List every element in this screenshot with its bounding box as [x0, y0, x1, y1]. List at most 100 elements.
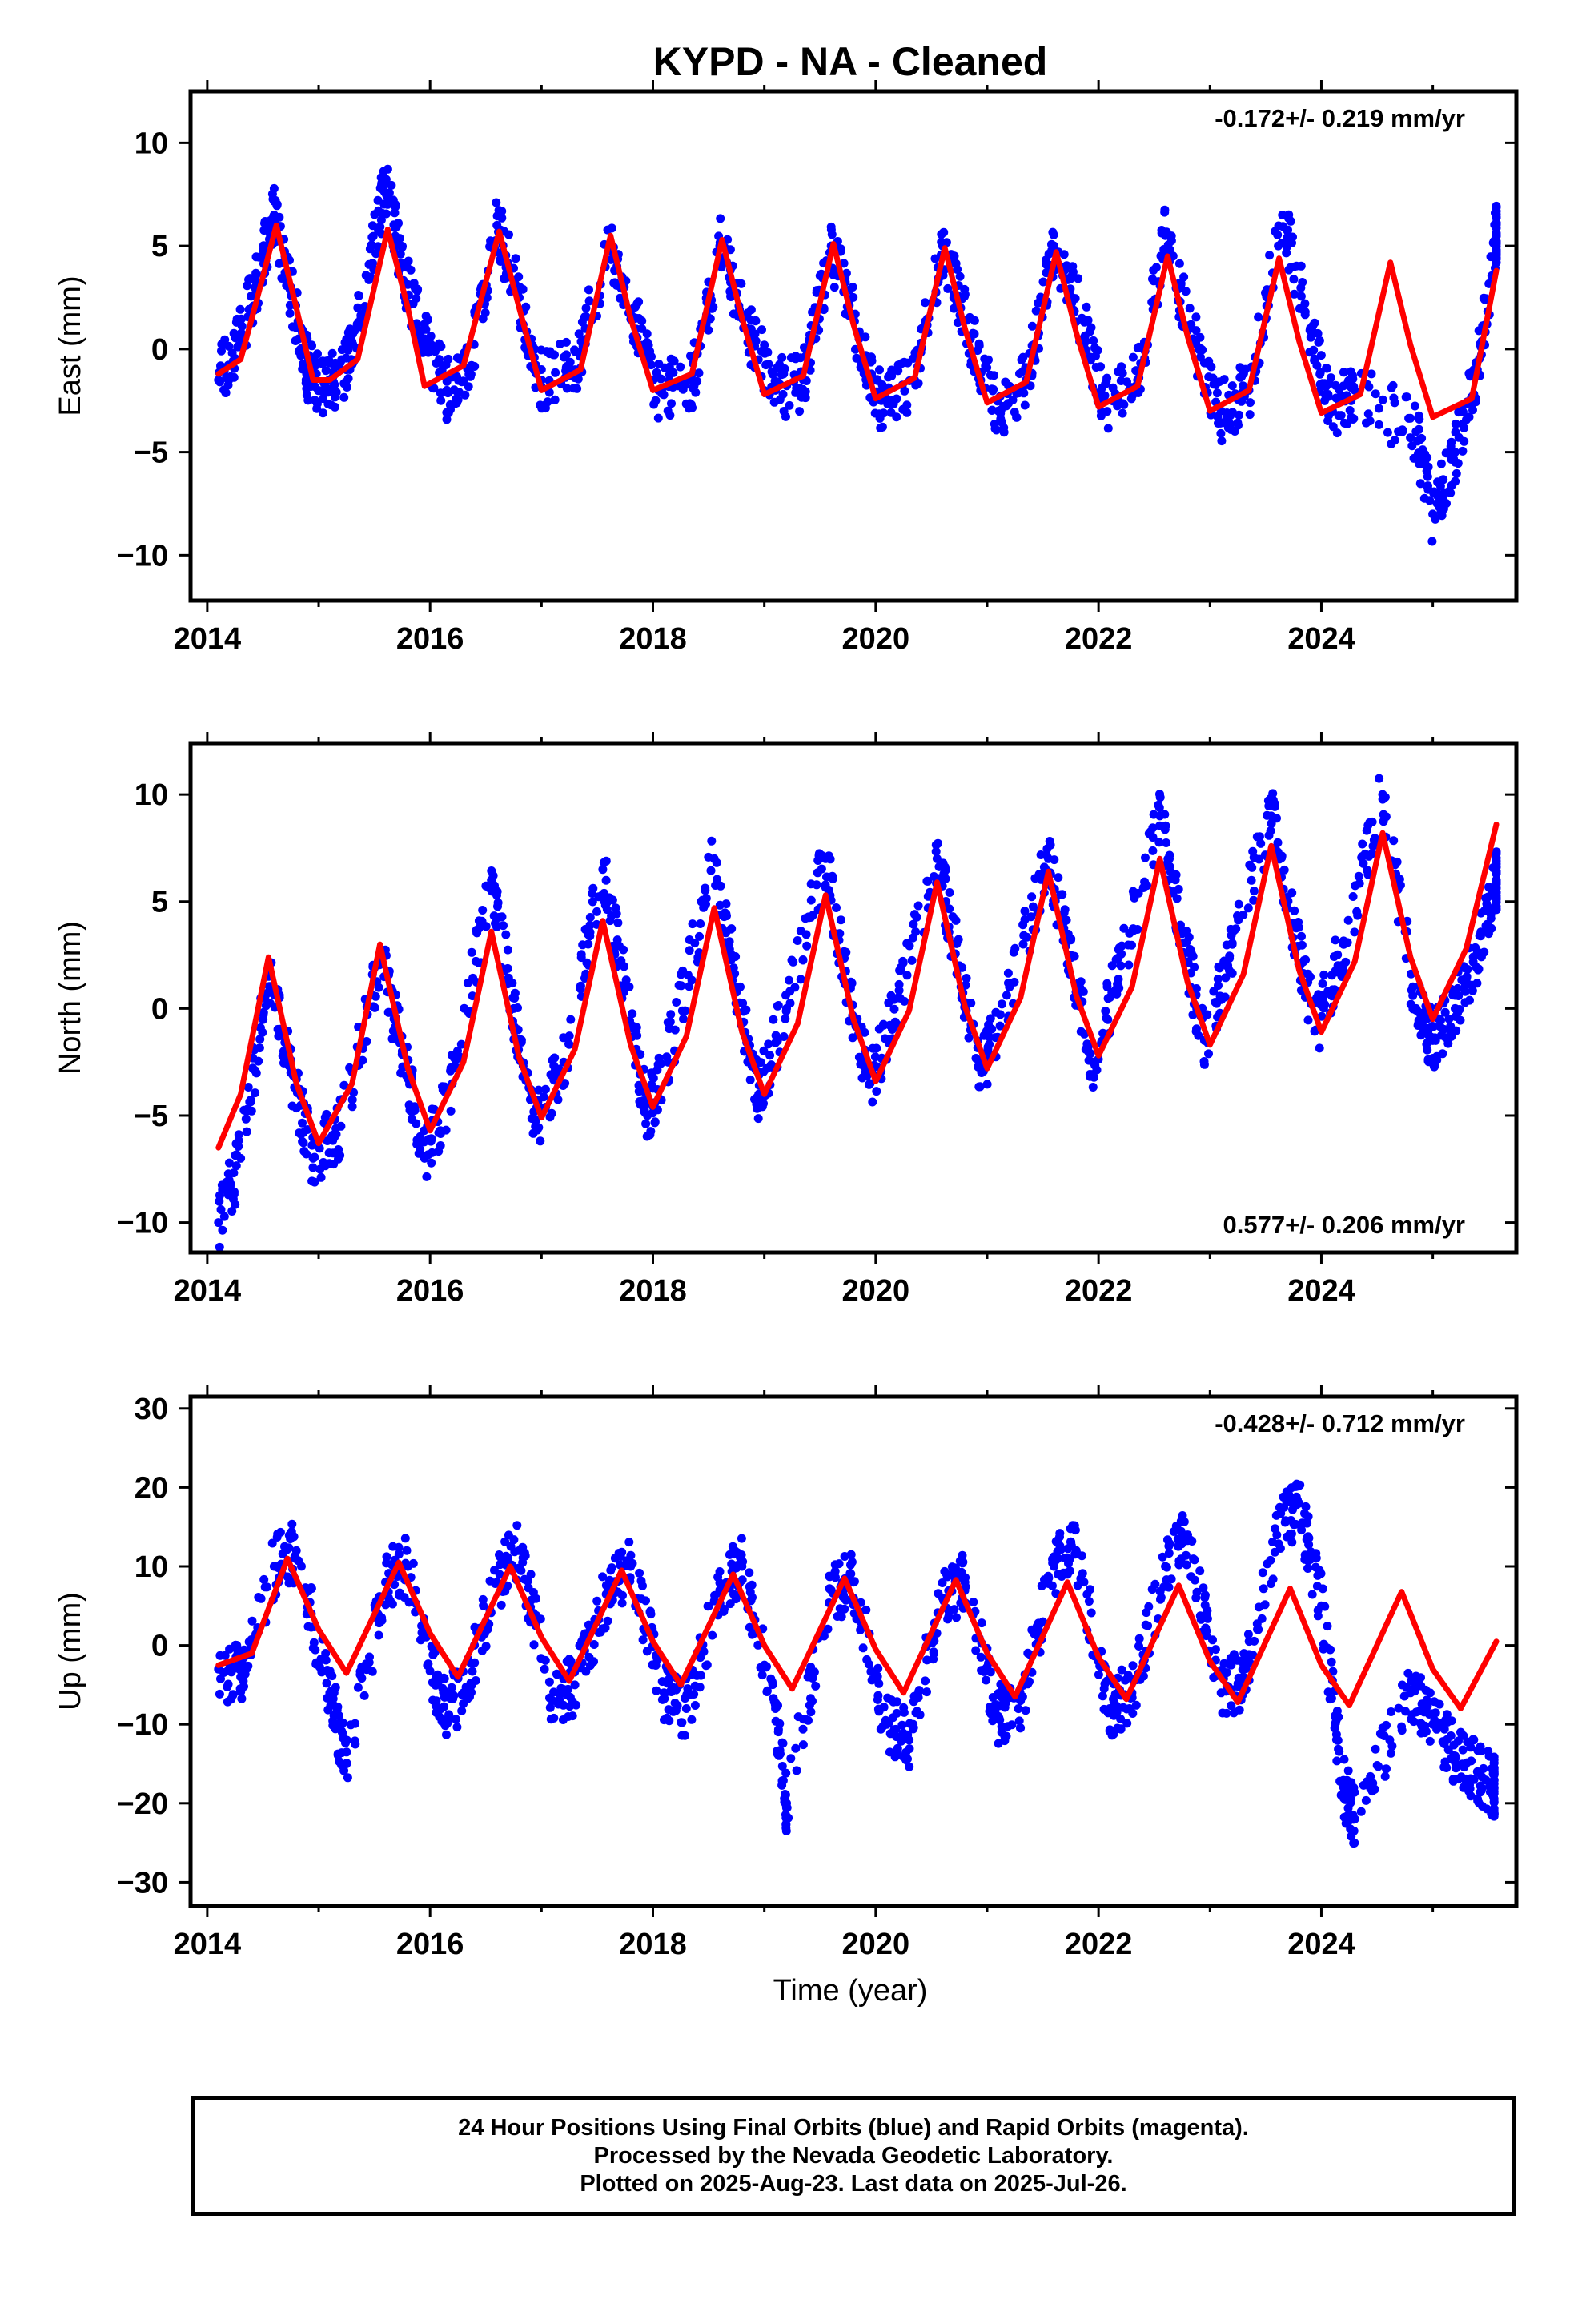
data-point — [1176, 1517, 1186, 1526]
data-point — [1090, 1072, 1098, 1082]
data-point — [805, 365, 815, 375]
data-point — [673, 381, 683, 391]
data-point — [645, 1130, 655, 1140]
y-tick-label: −5 — [134, 1100, 168, 1133]
data-point — [977, 1618, 986, 1628]
data-point — [588, 889, 597, 898]
data-point — [1252, 1619, 1262, 1629]
data-point — [1331, 380, 1340, 390]
data-point — [973, 346, 982, 356]
data-point — [1423, 481, 1432, 491]
data-point — [347, 1102, 357, 1112]
data-point — [217, 346, 226, 356]
data-point — [564, 1031, 574, 1041]
data-point — [663, 1679, 673, 1688]
data-point — [806, 1663, 816, 1671]
data-point — [785, 975, 793, 985]
data-point — [656, 374, 665, 384]
data-point — [829, 283, 839, 292]
data-point — [1408, 991, 1418, 1000]
data-point — [712, 858, 721, 867]
data-point — [984, 355, 993, 364]
data-point — [536, 1654, 546, 1663]
data-point — [621, 975, 631, 985]
data-point — [1212, 999, 1222, 1008]
data-point — [990, 371, 998, 380]
chart-title: KYPD - NA - Cleaned — [653, 39, 1048, 84]
data-point — [898, 956, 908, 966]
data-point — [1055, 1541, 1065, 1550]
data-point — [1143, 1621, 1153, 1630]
data-point — [613, 918, 623, 927]
data-point — [690, 1701, 700, 1710]
data-point — [1181, 287, 1191, 296]
data-point — [747, 1580, 757, 1590]
data-point — [1217, 436, 1227, 446]
data-point — [719, 1606, 729, 1616]
data-point — [1375, 420, 1383, 429]
x-tick-label: 2016 — [396, 1274, 464, 1308]
data-point — [295, 345, 305, 355]
data-point — [1320, 390, 1330, 400]
data-point — [950, 1605, 959, 1614]
data-point — [269, 183, 279, 193]
data-point — [412, 1119, 421, 1128]
y-tick-label: −30 — [117, 1866, 168, 1900]
data-point — [512, 1521, 522, 1530]
data-point — [310, 1152, 319, 1162]
data-point — [1172, 894, 1182, 903]
data-point — [442, 1730, 451, 1739]
data-point — [1431, 1035, 1440, 1045]
data-point — [337, 355, 347, 364]
data-point — [1117, 1665, 1126, 1675]
data-point — [1187, 1537, 1197, 1546]
data-point — [875, 365, 884, 375]
data-point — [885, 1020, 894, 1030]
data-point — [310, 396, 319, 405]
data-point — [540, 1084, 550, 1094]
data-point — [902, 400, 912, 410]
data-point — [705, 314, 715, 324]
data-point — [636, 1576, 646, 1586]
data-point — [1422, 1695, 1431, 1705]
data-point — [1436, 507, 1446, 517]
data-point — [1429, 489, 1439, 498]
data-point — [666, 1686, 676, 1695]
data-point — [802, 941, 812, 951]
data-point — [503, 945, 512, 955]
data-point — [997, 1722, 1006, 1731]
data-point — [868, 1097, 877, 1107]
data-point — [1428, 1059, 1438, 1068]
rate-annotation: -0.172+/- 0.219 mm/yr — [1215, 104, 1465, 132]
data-point — [574, 329, 584, 339]
data-point — [398, 242, 407, 251]
data-point — [1227, 381, 1237, 391]
data-point — [1053, 1554, 1062, 1563]
data-point — [503, 963, 512, 973]
data-point — [896, 1732, 905, 1742]
data-point — [1314, 337, 1323, 347]
data-point — [654, 1053, 664, 1063]
data-point — [504, 1530, 513, 1540]
data-point — [518, 284, 528, 294]
data-point — [905, 1735, 914, 1745]
data-point — [628, 1009, 637, 1019]
data-point — [1101, 380, 1110, 389]
data-point — [1379, 810, 1388, 819]
data-point — [1297, 931, 1306, 941]
data-point — [1350, 1815, 1359, 1823]
data-point — [1264, 830, 1274, 840]
data-point — [228, 1194, 238, 1204]
data-point — [1319, 970, 1329, 979]
data-point — [1227, 939, 1237, 948]
data-point — [703, 1602, 713, 1611]
data-point — [760, 340, 769, 350]
data-point — [536, 1136, 545, 1146]
x-tick-label: 2020 — [842, 1928, 910, 1961]
data-point — [368, 221, 377, 231]
data-point — [704, 325, 713, 335]
data-point — [1303, 969, 1312, 979]
data-point — [444, 354, 453, 364]
data-point — [342, 383, 351, 392]
